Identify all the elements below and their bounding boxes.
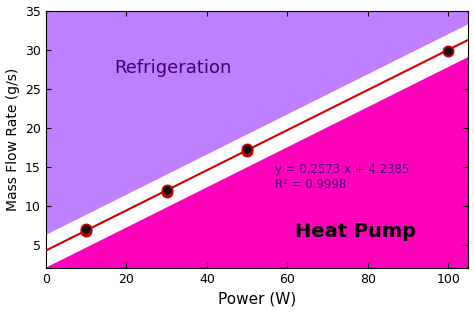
Point [82, 227, 90, 232]
Y-axis label: Mass Flow Rate (g/s): Mass Flow Rate (g/s) [6, 68, 19, 211]
X-axis label: Power (W): Power (W) [218, 291, 296, 306]
Point [163, 189, 170, 194]
Text: y = 0.2573 x + 4.2385
R² = 0.9998: y = 0.2573 x + 4.2385 R² = 0.9998 [275, 163, 410, 191]
Point [445, 49, 452, 54]
Point [243, 149, 251, 154]
Text: Refrigeration: Refrigeration [114, 59, 232, 77]
Point [243, 147, 251, 152]
Point [163, 188, 170, 193]
Text: Heat Pump: Heat Pump [295, 222, 416, 241]
Point [82, 228, 90, 233]
